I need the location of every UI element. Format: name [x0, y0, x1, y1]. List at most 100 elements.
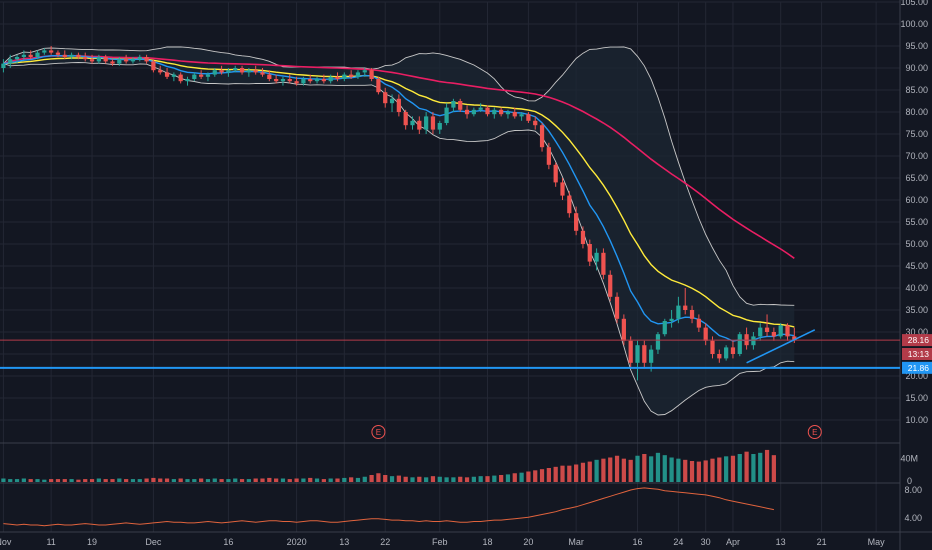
price-tick-label: 40.00: [905, 283, 928, 293]
volume-bar: [710, 458, 715, 482]
candle-body: [96, 57, 101, 62]
candle-body: [130, 59, 136, 62]
candle-body: [649, 349, 654, 363]
candle-body: [676, 305, 681, 319]
volume-bar: [567, 465, 572, 482]
candle-body: [62, 54, 67, 57]
price-tick-label: 15.00: [905, 393, 928, 403]
time-tick-label: Nov: [0, 537, 12, 547]
volume-bar: [526, 471, 531, 482]
volume-bar: [717, 457, 722, 482]
candle-body: [239, 68, 245, 73]
trend-line: [746, 329, 816, 364]
volume-bar: [335, 478, 340, 482]
volume-bar: [260, 478, 265, 482]
volume-tick-label: 0: [907, 476, 912, 486]
candle-body: [764, 327, 770, 332]
candle-body: [546, 147, 551, 165]
volume-bar: [499, 475, 504, 482]
candle-body: [642, 345, 647, 363]
time-tick-label: Apr: [726, 537, 740, 547]
candle-body: [696, 318, 701, 328]
candle-body: [110, 61, 115, 64]
candle-body: [451, 101, 456, 108]
volume-bar: [28, 479, 33, 482]
candle-body: [526, 114, 531, 121]
volume-bar: [546, 468, 551, 482]
volume-bar: [505, 474, 511, 482]
candle-body: [308, 79, 313, 82]
volume-bar: [89, 479, 95, 482]
candle-body: [710, 340, 715, 354]
candle-body: [103, 57, 108, 62]
volume-bar: [751, 454, 756, 482]
volume-bar: [458, 476, 463, 482]
candle-body: [301, 79, 306, 84]
candle-body: [751, 336, 756, 346]
volume-bar: [308, 477, 313, 482]
price-tick-label: 50.00: [905, 239, 928, 249]
candle-body: [192, 74, 197, 79]
candle-body: [662, 321, 667, 335]
volume-bar: [226, 479, 231, 482]
volume-bar: [553, 466, 558, 482]
candle-body: [362, 70, 367, 73]
volume-bar: [117, 478, 122, 482]
volume-bar: [212, 478, 217, 482]
volume-bar: [574, 464, 579, 482]
candle-body: [792, 336, 797, 341]
volume-bar: [403, 476, 408, 482]
time-tick-label: Feb: [432, 537, 448, 547]
candle-body: [212, 70, 217, 75]
volume-bar: [253, 478, 258, 482]
candle-body: [144, 57, 149, 62]
candle-body: [567, 195, 572, 214]
volume-bar: [137, 479, 142, 482]
volume-bar: [649, 456, 654, 482]
candle-body: [233, 68, 238, 71]
price-tag: [902, 361, 932, 374]
ma-slow-line: [3, 54, 795, 259]
candle-body: [594, 252, 599, 262]
volume-bar: [69, 479, 74, 482]
volume-bar: [158, 478, 163, 482]
candle-body: [785, 325, 790, 337]
candle-body: [505, 112, 511, 115]
candle-body: [76, 54, 81, 57]
candle-body: [205, 74, 211, 77]
volume-bar: [267, 477, 272, 482]
candle-body: [14, 57, 20, 60]
time-tick-label: 13: [339, 537, 349, 547]
price-tick-label: 70.00: [905, 151, 928, 161]
volume-bar: [151, 477, 156, 482]
candles: [1, 46, 797, 381]
volume-bar: [628, 459, 633, 482]
time-tick-label: 16: [223, 537, 233, 547]
candle-body: [689, 310, 695, 319]
volume-bar: [601, 458, 606, 482]
candle-body: [492, 109, 497, 115]
candle-body: [655, 334, 661, 350]
candle-body: [512, 112, 517, 117]
bollinger-fill: [3, 46, 795, 416]
candle-body: [55, 52, 61, 55]
volume-bar: [21, 478, 26, 482]
candle-body: [635, 345, 640, 363]
candle-body: [628, 340, 633, 363]
price-tick-label: 80.00: [905, 107, 928, 117]
candle-body: [669, 318, 674, 321]
candle-body: [8, 59, 13, 64]
candle-body: [471, 109, 476, 115]
volume-bar: [185, 479, 190, 482]
volume-bar: [635, 455, 640, 482]
volume-bar: [662, 455, 667, 482]
bollinger-upper-line: [3, 46, 795, 306]
candle-body: [226, 70, 231, 73]
candle-body: [614, 296, 620, 319]
candle-body: [294, 81, 299, 84]
volume-bar: [580, 462, 586, 482]
candle-body: [758, 327, 763, 337]
candle-body: [464, 109, 470, 115]
price-tick-label: 55.00: [905, 217, 928, 227]
